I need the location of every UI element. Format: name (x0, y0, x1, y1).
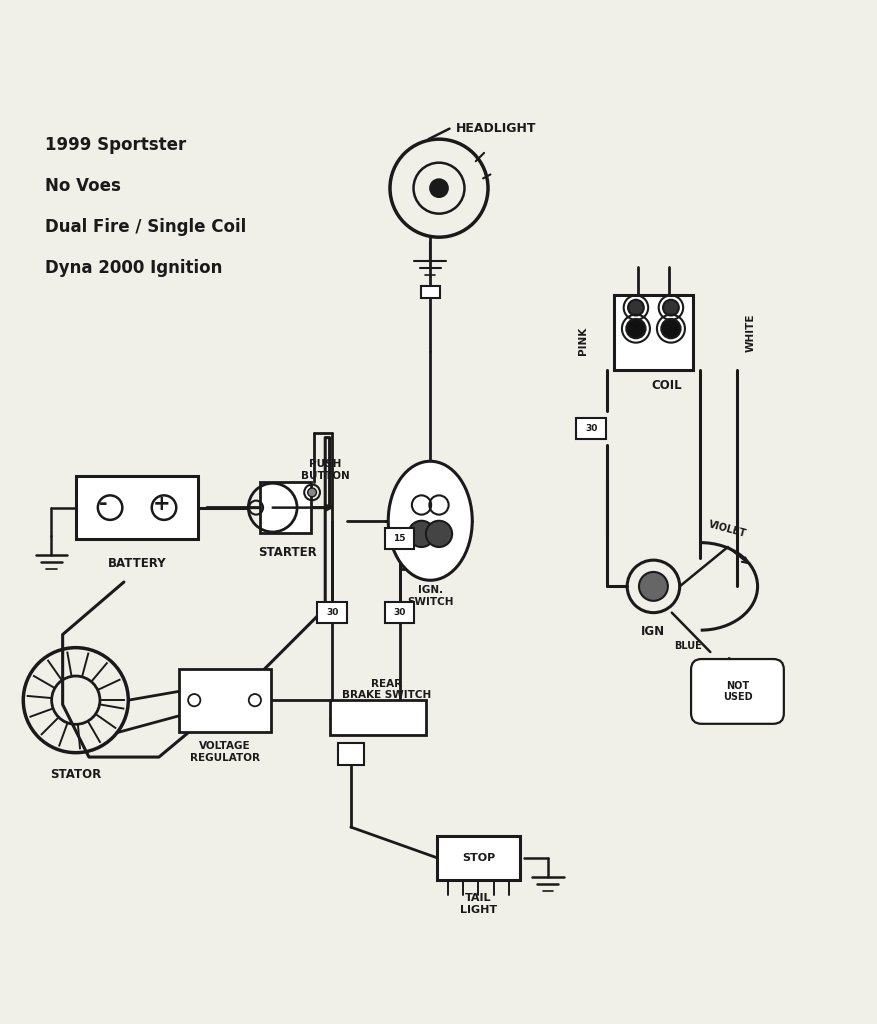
Text: PUSH
BUTTON: PUSH BUTTON (301, 459, 349, 481)
Text: BATTERY: BATTERY (108, 557, 166, 570)
Text: Dyna 2000 Ignition: Dyna 2000 Ignition (45, 259, 222, 278)
Circle shape (430, 179, 447, 197)
Text: Dual Fire / Single Coil: Dual Fire / Single Coil (45, 218, 246, 236)
Circle shape (638, 572, 667, 601)
Circle shape (662, 300, 678, 315)
Text: STARTER: STARTER (258, 546, 317, 559)
Text: REAR
BRAKE SWITCH: REAR BRAKE SWITCH (341, 679, 431, 700)
Text: 1999 Sportster: 1999 Sportster (45, 135, 186, 154)
Text: 15: 15 (393, 534, 405, 543)
FancyBboxPatch shape (690, 659, 783, 724)
Text: -: - (98, 495, 107, 514)
Bar (437, 836, 519, 880)
Circle shape (307, 488, 316, 497)
Text: IGN: IGN (640, 626, 665, 638)
Text: PINK: PINK (577, 328, 587, 355)
Ellipse shape (388, 461, 472, 581)
Circle shape (408, 521, 434, 547)
Text: TAIL
LIGHT: TAIL LIGHT (460, 893, 496, 914)
Text: NOT
USED: NOT USED (722, 681, 752, 702)
Text: WHITE: WHITE (745, 313, 755, 352)
Text: +: + (153, 495, 170, 514)
Text: STOP: STOP (461, 853, 495, 862)
Bar (178, 669, 270, 732)
Text: COIL: COIL (651, 379, 681, 392)
Bar (75, 476, 198, 539)
Text: 30: 30 (325, 608, 338, 617)
Bar (384, 527, 414, 549)
Bar (329, 700, 425, 735)
Text: VOLTAGE
REGULATOR: VOLTAGE REGULATOR (189, 741, 260, 763)
Text: 30: 30 (584, 424, 596, 433)
Bar (420, 286, 439, 298)
Text: IGN.
SWITCH: IGN. SWITCH (407, 586, 453, 607)
Circle shape (660, 319, 680, 338)
Bar (576, 419, 605, 439)
Text: BLUE: BLUE (674, 641, 702, 651)
Text: STATOR: STATOR (50, 768, 101, 781)
Bar (613, 295, 692, 370)
Bar (317, 602, 346, 624)
Text: HEADLIGHT: HEADLIGHT (455, 122, 536, 135)
Bar (384, 602, 414, 624)
Text: 30: 30 (393, 608, 405, 617)
Circle shape (425, 521, 452, 547)
Circle shape (625, 319, 645, 338)
Bar (338, 743, 363, 765)
Text: No Voes: No Voes (45, 177, 121, 195)
Circle shape (627, 300, 643, 315)
Text: VIOLET: VIOLET (707, 519, 747, 540)
Bar (260, 482, 310, 534)
